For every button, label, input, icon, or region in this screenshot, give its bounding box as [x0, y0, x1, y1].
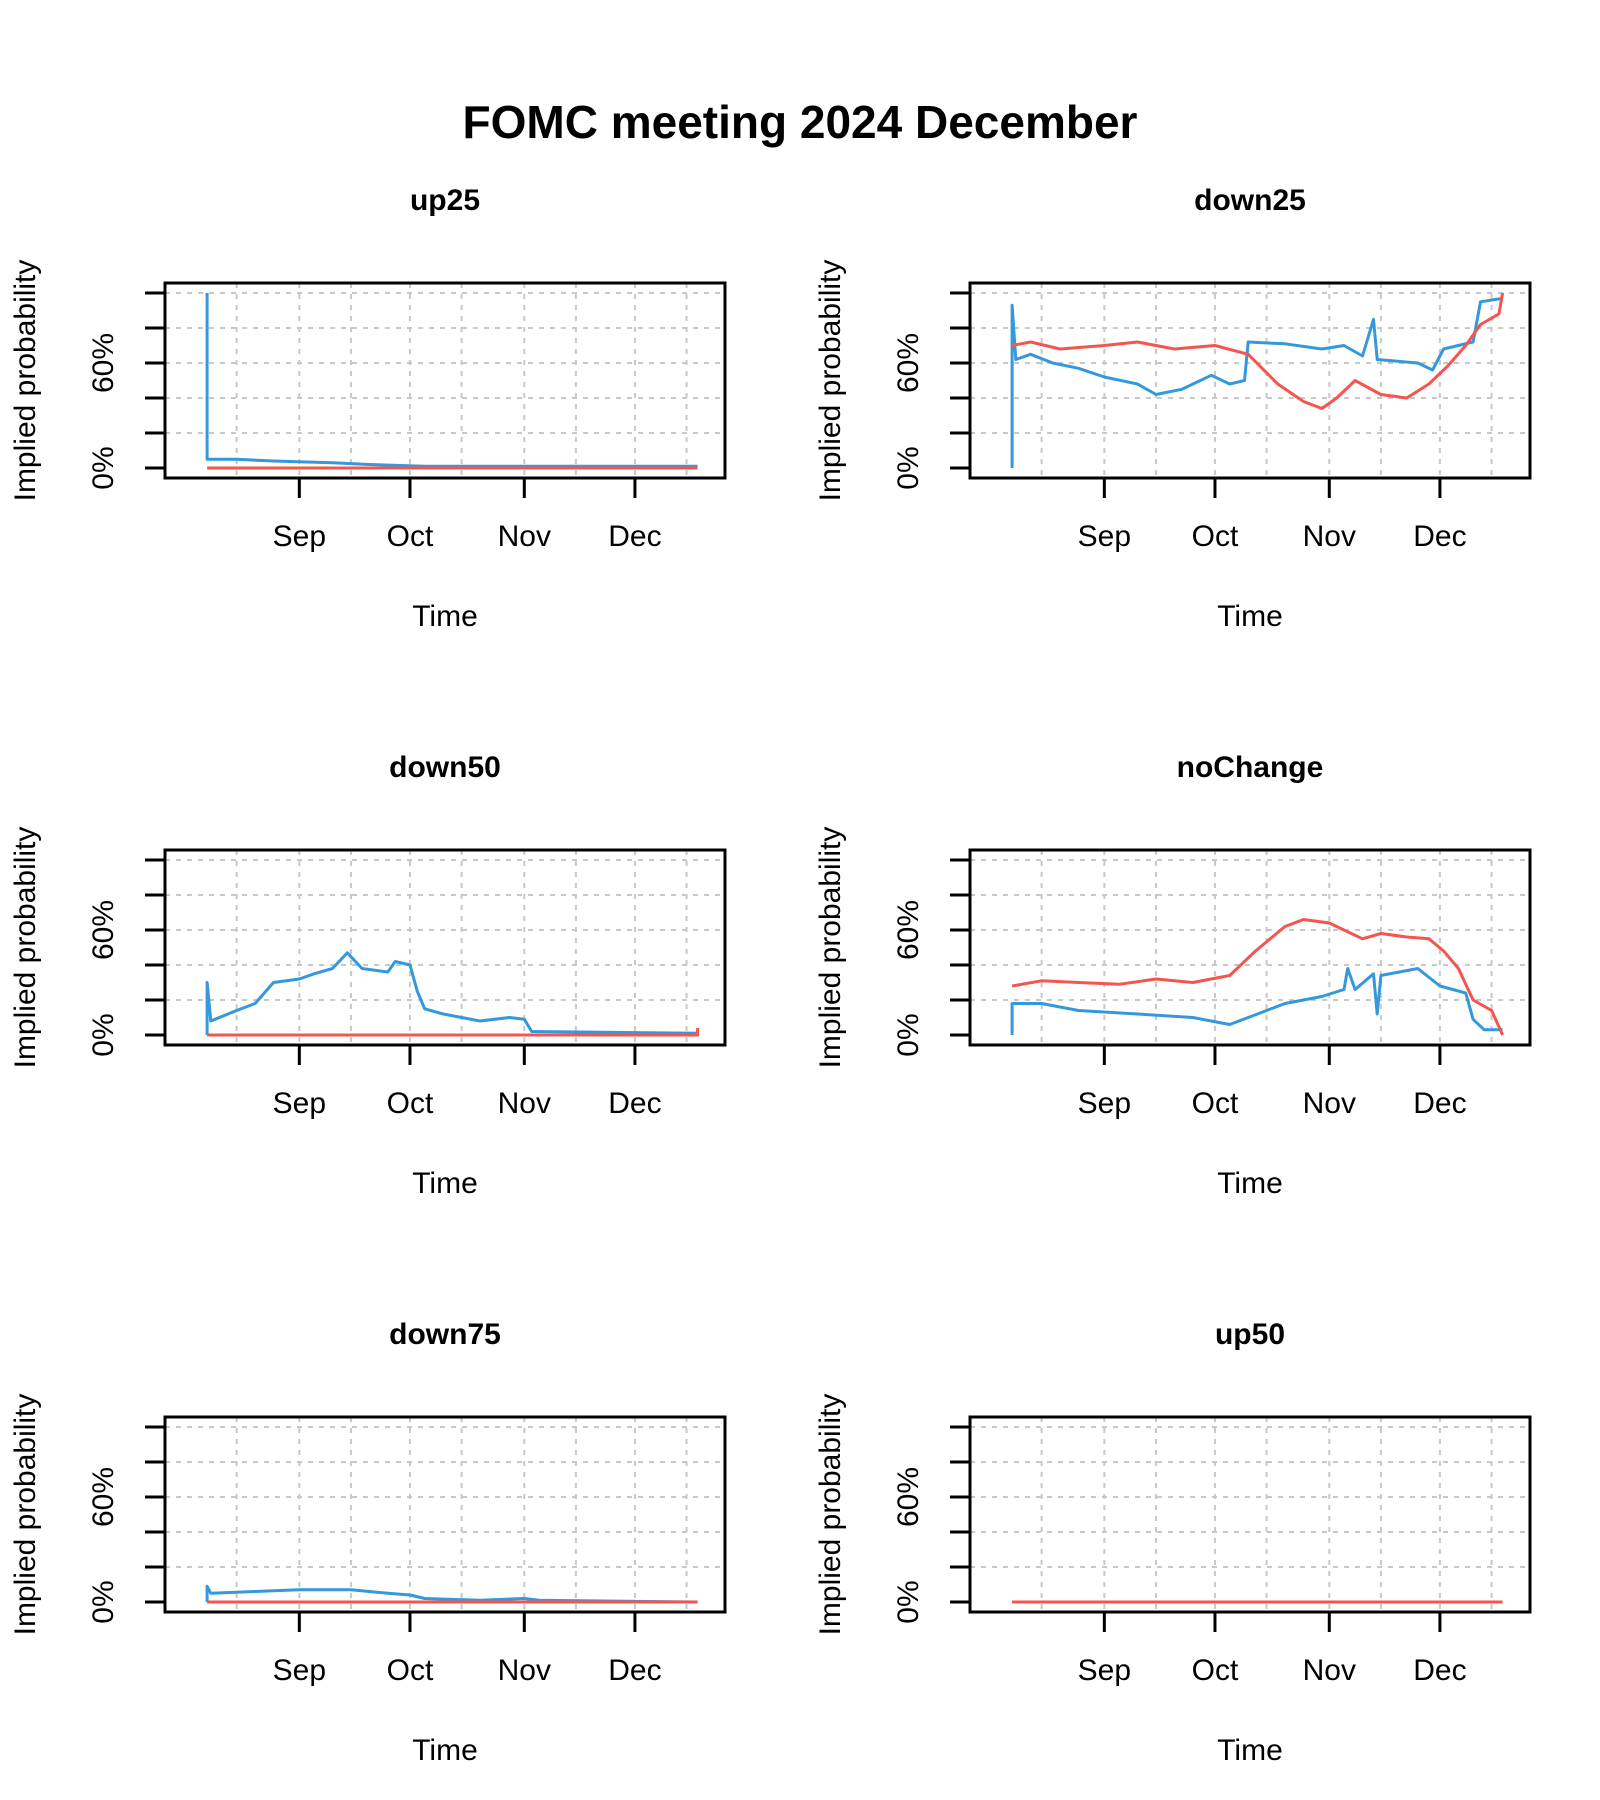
panel-title: up25 [410, 184, 480, 217]
y-axis-label: Implied probability [814, 1394, 847, 1636]
x-tick-label: Nov [498, 520, 551, 553]
x-tick-label: Sep [1078, 1654, 1131, 1687]
y-axis-label: Implied probability [9, 1394, 42, 1636]
series-line-red [1011, 918, 1504, 1036]
series-line-blue [1010, 296, 1503, 468]
x-axis-label: Time [412, 1734, 478, 1767]
y-tick-label: 60% [892, 900, 925, 960]
x-tick-label: Nov [498, 1654, 551, 1687]
plot-frame [163, 281, 727, 480]
x-tick-label: Oct [387, 520, 434, 553]
panel-title: down75 [389, 1318, 501, 1351]
y-tick-label: 0% [892, 1013, 925, 1056]
series-line-red [1011, 292, 1505, 410]
series-line-blue [205, 1584, 698, 1604]
chart-panel-down50: down50 0% 60% Sep Oct Nov Dec Time Implied proba… [9, 751, 727, 1200]
plot-frame [968, 281, 1532, 480]
series-line-blue [205, 951, 698, 1035]
series-line-blue [205, 293, 698, 468]
y-tick-label: 60% [87, 333, 120, 393]
x-axis-label: Time [1217, 600, 1283, 633]
x-tick-label: Oct [387, 1654, 434, 1687]
y-axis-label: Implied probability [9, 827, 42, 1069]
x-tick-label: Oct [1192, 1654, 1239, 1687]
x-tick-label: Oct [1192, 1087, 1239, 1120]
y-axis-label: Implied probability [814, 827, 847, 1069]
chart-panels: up25 0% 60% Sep Oct Nov Dec Time Implied probabi… [9, 184, 1532, 1767]
y-tick-label: 60% [892, 333, 925, 393]
y-tick-label: 60% [87, 1467, 120, 1527]
x-tick-label: Sep [273, 520, 326, 553]
y-tick-label: 0% [892, 446, 925, 489]
y-tick-label: 0% [87, 446, 120, 489]
x-tick-label: Sep [1078, 1087, 1131, 1120]
x-tick-label: Nov [1303, 1654, 1356, 1687]
x-axis-label: Time [412, 600, 478, 633]
y-tick-label: 0% [87, 1013, 120, 1056]
panel-title: up50 [1215, 1318, 1285, 1351]
y-tick-label: 0% [87, 1580, 120, 1623]
x-tick-label: Dec [1413, 1087, 1466, 1120]
x-tick-label: Oct [1192, 520, 1239, 553]
plot-frame [163, 848, 727, 1047]
chart-panel-down75: down75 0% 60% Sep Oct Nov Dec Time Implied proba… [9, 1318, 727, 1767]
y-axis-label: Implied probability [9, 260, 42, 502]
y-tick-label: 60% [892, 1467, 925, 1527]
x-axis-label: Time [1217, 1734, 1283, 1767]
x-tick-label: Nov [1303, 520, 1356, 553]
x-tick-label: Dec [1413, 1654, 1466, 1687]
series-line-blue [1010, 967, 1503, 1035]
plot-frame [968, 1415, 1532, 1614]
x-tick-label: Dec [608, 1087, 661, 1120]
x-tick-label: Sep [273, 1654, 326, 1687]
chart-panel-up25: up25 0% 60% Sep Oct Nov Dec Time Implied probabi… [9, 184, 727, 633]
x-tick-label: Dec [608, 1654, 661, 1687]
x-tick-label: Dec [1413, 520, 1466, 553]
chart-panel-up50: up50 0% 60% Sep Oct Nov Dec Time Implied probabi… [814, 1318, 1532, 1767]
chart-panel-down25: down25 0% 60% Sep Oct Nov Dec Time Implied proba… [814, 184, 1532, 633]
x-tick-label: Dec [608, 520, 661, 553]
plot-frame [968, 848, 1532, 1047]
panel-title: noChange [1177, 751, 1324, 784]
x-tick-label: Sep [1078, 520, 1131, 553]
panel-title: down25 [1194, 184, 1306, 217]
x-tick-label: Sep [273, 1087, 326, 1120]
y-tick-label: 60% [87, 900, 120, 960]
chart-panel-noChange: noChange 0% 60% Sep Oct Nov Dec Time Implied pro… [814, 751, 1532, 1200]
y-tick-label: 0% [892, 1580, 925, 1623]
series-line-red [207, 1028, 700, 1037]
plot-frame [163, 1415, 727, 1614]
panel-title: down50 [389, 751, 501, 784]
x-axis-label: Time [412, 1167, 478, 1200]
x-tick-label: Nov [498, 1087, 551, 1120]
x-tick-label: Oct [387, 1087, 434, 1120]
x-tick-label: Nov [1303, 1087, 1356, 1120]
page-title: FOMC meeting 2024 December [463, 96, 1138, 148]
x-axis-label: Time [1217, 1167, 1283, 1200]
y-axis-label: Implied probability [814, 260, 847, 502]
